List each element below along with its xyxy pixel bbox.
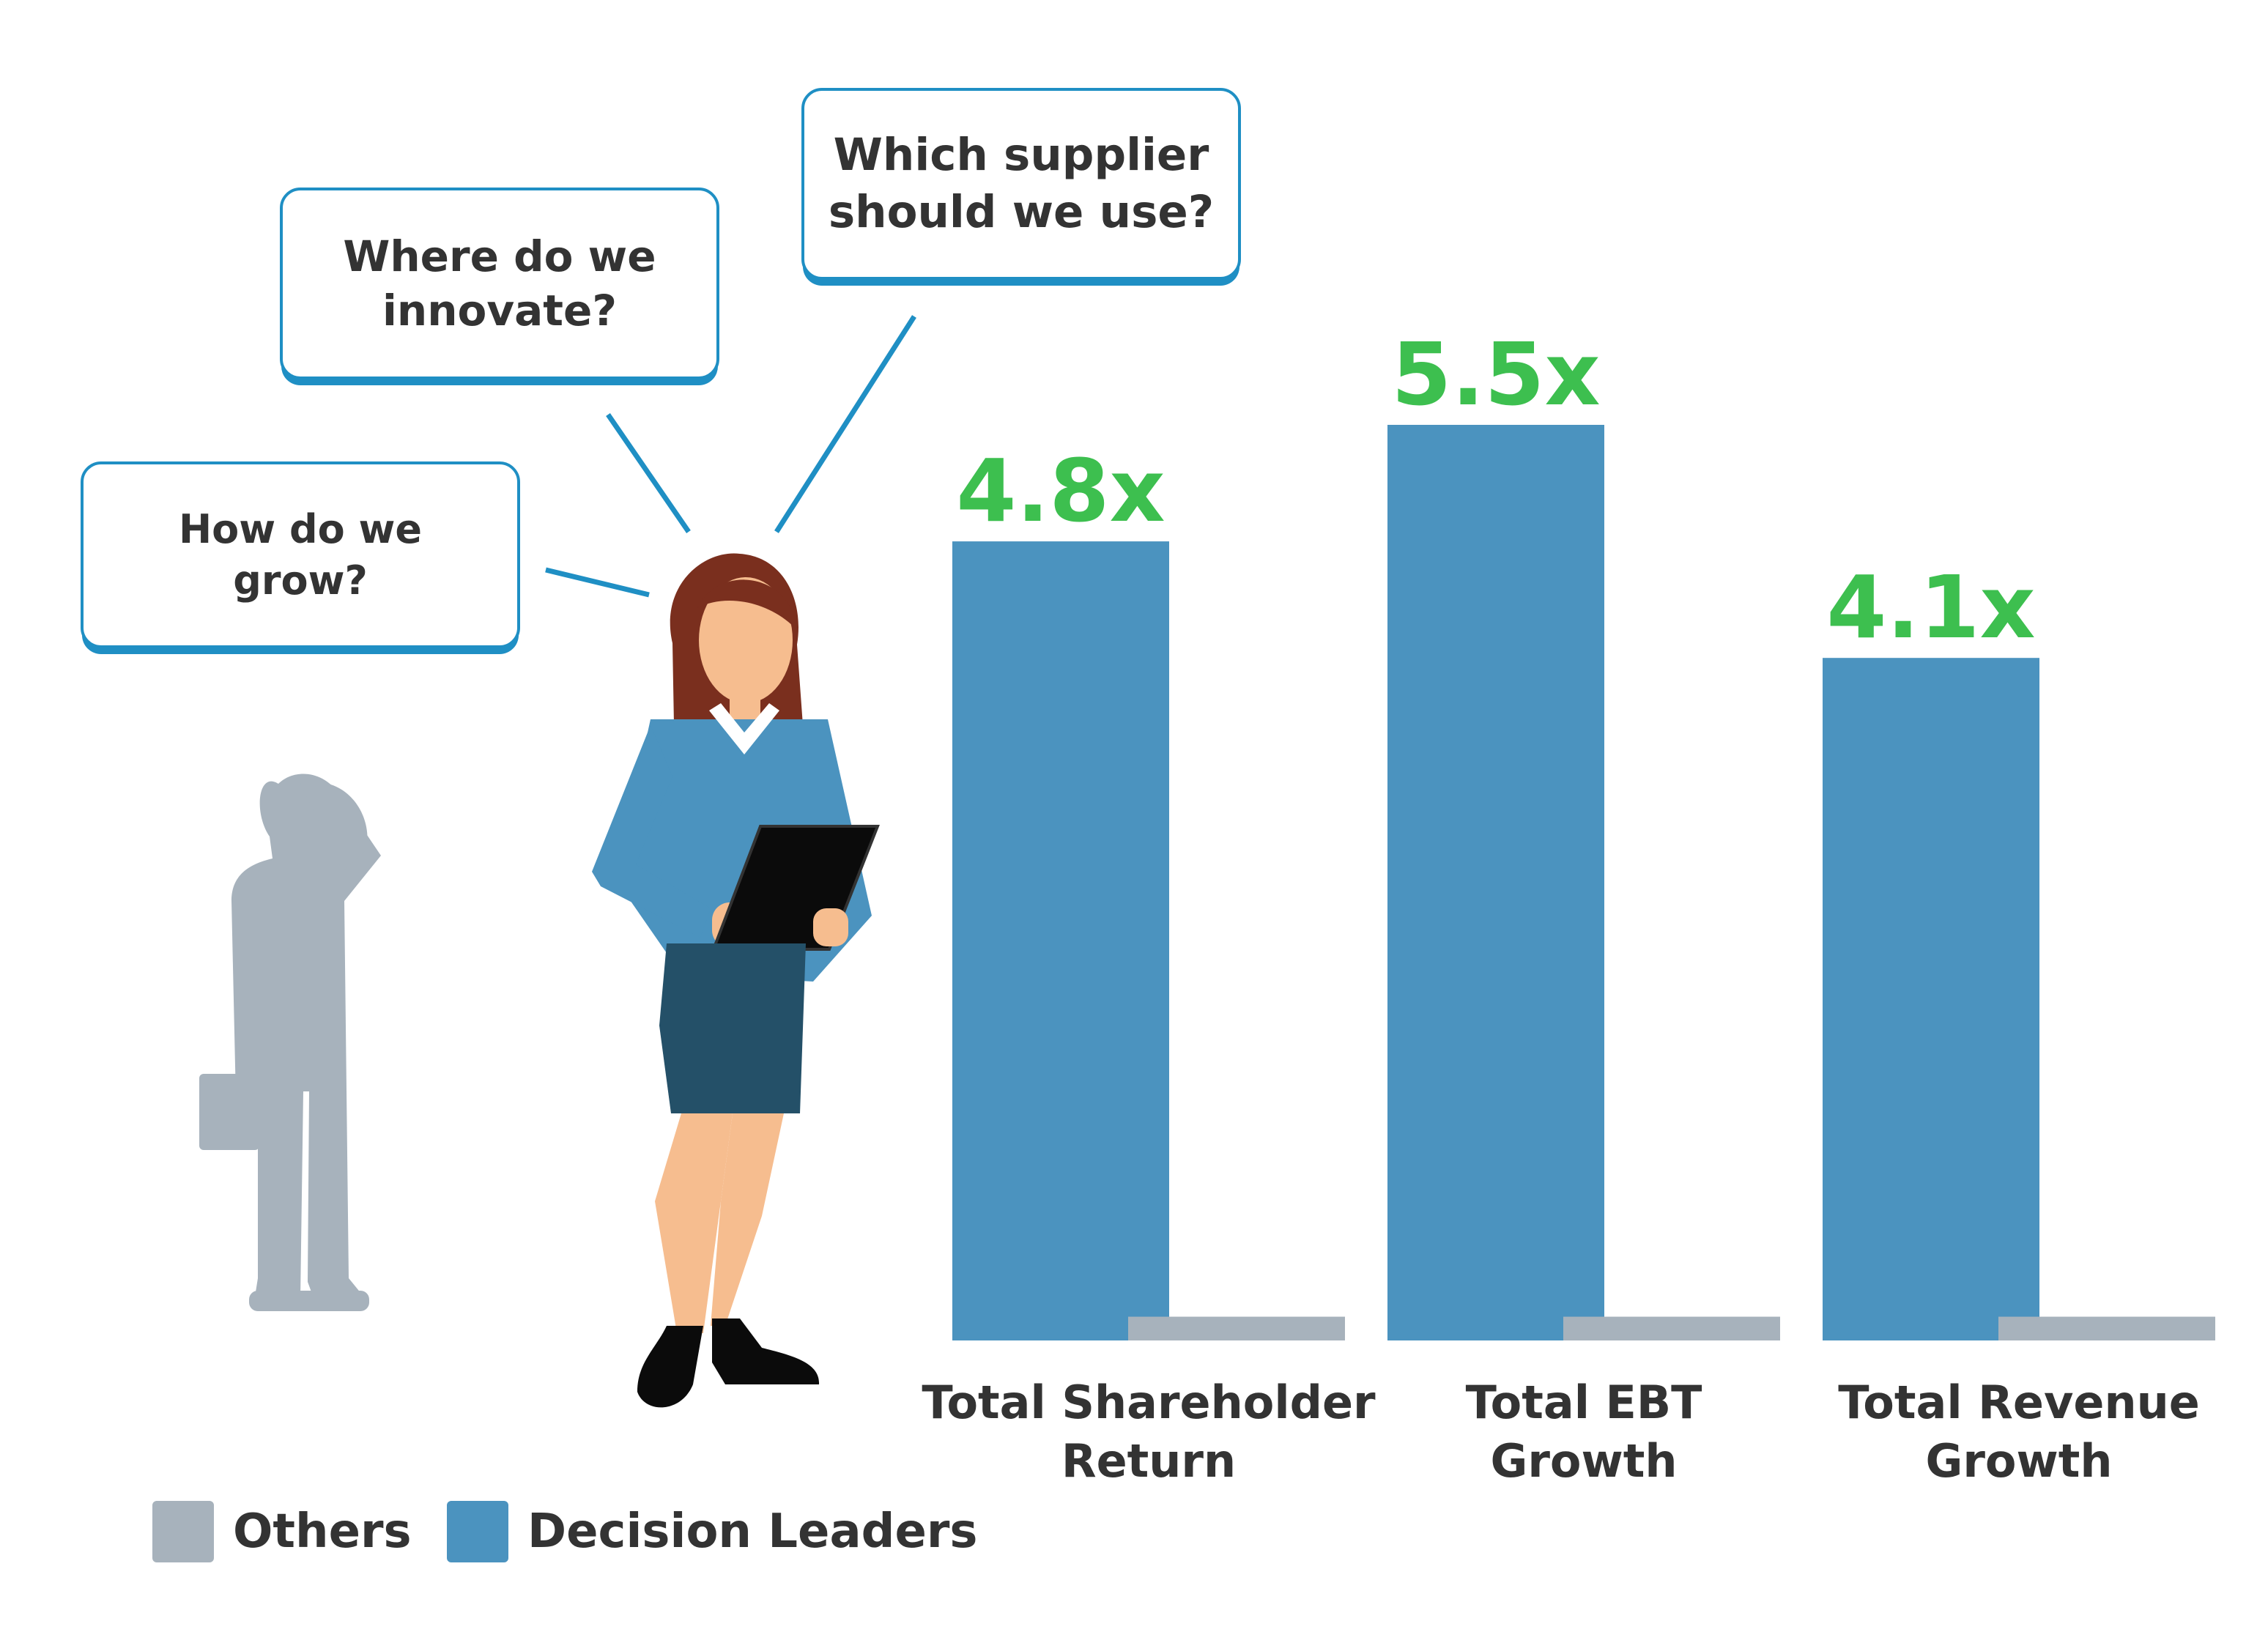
data-label: 5.5x [1391,324,1600,425]
category-label: Growth [1925,1434,2112,1488]
bar-decision-leaders [1387,425,1604,1340]
speech-bubble-grow: How do we grow? [81,461,520,648]
connector-line [545,567,650,598]
bar-others [1998,1316,2215,1340]
category-label: Total Shareholder [922,1376,1376,1429]
speech-bubble-innovate: Where do we innovate? [280,188,719,379]
category-label: Total Revenue [1838,1376,2200,1429]
connector-line [606,413,691,533]
confused-businessman-silhouette-icon [199,774,381,1311]
bar-decision-leaders [1823,658,2039,1340]
category-label: Return [1061,1434,1236,1488]
legend-label-others: Others [233,1505,412,1559]
data-label: 4.8x [956,440,1165,541]
connector-line [774,315,916,533]
legend-label-decision-leaders: Decision Leaders [527,1505,978,1559]
legend-swatch-decision-leaders [447,1501,508,1562]
legend-item-decision-leaders: Decision Leaders [447,1500,978,1563]
legend-item-others: Others [152,1500,412,1563]
bar-decision-leaders [952,541,1169,1341]
speech-bubble-supplier: Which supplier should we use? [801,88,1241,280]
businesswoman-with-tablet-icon [592,553,880,1408]
data-label: 4.1x [1826,557,2035,658]
legend-swatch-others [152,1501,214,1562]
category-label: Growth [1490,1434,1677,1488]
bar-others [1563,1316,1780,1340]
category-label: Total EBT [1466,1376,1702,1429]
bar-others [1128,1316,1345,1340]
